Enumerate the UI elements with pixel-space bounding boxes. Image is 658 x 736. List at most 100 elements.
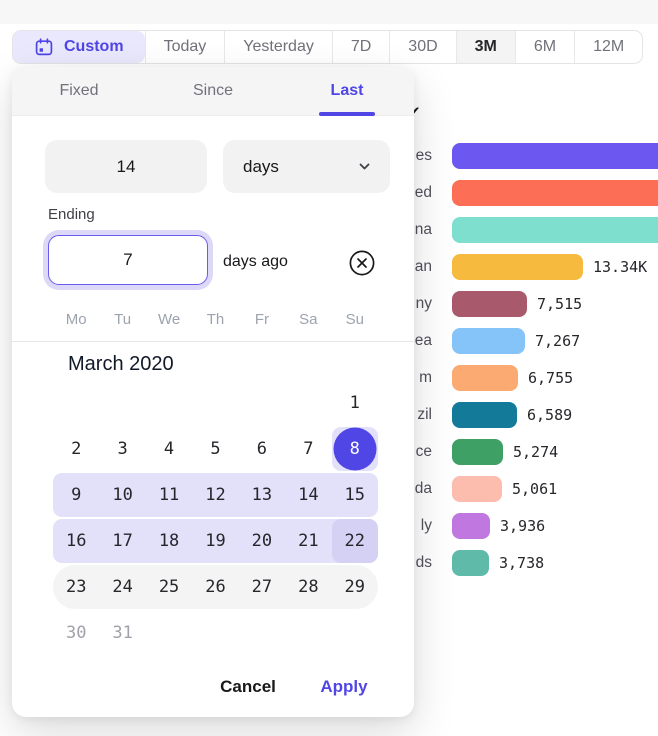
bar-label: ds (415, 554, 432, 571)
day-number: 31 (112, 623, 133, 643)
bar[interactable] (452, 143, 658, 169)
day-5[interactable]: 5 (192, 427, 238, 471)
calendar-week-row: 23 24 25 26 27 28 29 (53, 565, 378, 609)
day-10[interactable]: 10 (99, 473, 145, 517)
bar-label: da (414, 480, 432, 497)
day-21[interactable]: 21 (285, 519, 331, 563)
day-number: 24 (112, 577, 133, 597)
day-25[interactable]: 25 (146, 565, 192, 609)
day-number: 23 (65, 577, 87, 597)
unit-select-value: days (243, 156, 279, 176)
preset-6m[interactable]: 6M (514, 31, 574, 63)
day-19[interactable]: 19 (192, 519, 238, 563)
day-number: 12 (205, 485, 226, 505)
bar[interactable] (452, 254, 583, 280)
day-12[interactable]: 12 (192, 473, 238, 517)
bar-value: 3,738 (499, 554, 545, 572)
bar-label: ce (415, 443, 432, 460)
top-strip (0, 0, 658, 24)
day-24[interactable]: 24 (99, 565, 145, 609)
day-9[interactable]: 9 (53, 473, 99, 517)
calendar-week-row: 2 3 4 5 6 7 8 (53, 427, 378, 471)
calendar-grid: 1 2 3 4 5 6 7 8 9 10 11 12 13 14 15 16 17 18 19 20 21 22 23 24 2… (53, 381, 378, 657)
day-15[interactable]: 15 (332, 473, 378, 517)
day-number: 5 (210, 439, 221, 459)
preset-12m[interactable]: 12M (574, 31, 642, 63)
day-16[interactable]: 16 (53, 519, 99, 563)
day-empty (146, 381, 192, 425)
day-number: 3 (117, 439, 128, 459)
apply-button[interactable]: Apply (299, 676, 389, 698)
day-number: 4 (163, 439, 175, 459)
day-1[interactable]: 1 (332, 381, 378, 425)
bar-label: na (414, 221, 432, 238)
ending-days-input[interactable] (48, 235, 208, 285)
day-29[interactable]: 29 (332, 565, 378, 609)
day-number: 2 (71, 439, 82, 459)
preset-yesterday[interactable]: Yesterday (224, 31, 332, 63)
bar[interactable] (452, 476, 502, 502)
bar-label: ny (415, 295, 432, 312)
preset-7d[interactable]: 7D (331, 31, 389, 63)
day-number: 26 (205, 577, 226, 597)
day-number: 15 (344, 485, 365, 505)
day-28[interactable]: 28 (285, 565, 331, 609)
day-31[interactable]: 31 (99, 611, 145, 655)
day-6[interactable]: 6 (239, 427, 285, 471)
unit-select[interactable]: days (223, 140, 390, 193)
bar-label: es (415, 147, 432, 164)
day-number: 16 (65, 531, 87, 551)
day-3[interactable]: 3 (99, 427, 145, 471)
day-number: 9 (71, 485, 82, 505)
bar[interactable] (452, 328, 525, 354)
bar[interactable] (452, 550, 489, 576)
day-empty (239, 381, 285, 425)
day-number: 19 (205, 531, 226, 551)
bar[interactable] (452, 217, 658, 243)
custom-range-label: Custom (64, 38, 124, 55)
day-23[interactable]: 23 (53, 565, 99, 609)
tab-fixed[interactable]: Fixed (59, 82, 99, 99)
bar-value: 6,589 (527, 406, 573, 424)
day-17[interactable]: 17 (99, 519, 145, 563)
day-8[interactable]: 8 (331, 427, 378, 471)
day-27[interactable]: 27 (239, 565, 285, 609)
day-14[interactable]: 14 (285, 473, 331, 517)
day-18[interactable]: 18 (146, 519, 192, 563)
date-preset-toolbar: Custom Today Yesterday 7D 30D 3M 6M 12M (12, 30, 644, 64)
calendar-week-row: 30 31 (53, 611, 378, 655)
day-22[interactable]: 22 (331, 519, 378, 563)
bar[interactable] (452, 291, 527, 317)
day-empty (285, 381, 331, 425)
day-20[interactable]: 20 (239, 519, 285, 563)
day-30[interactable]: 30 (53, 611, 99, 655)
day-26[interactable]: 26 (192, 565, 238, 609)
day-7[interactable]: 7 (285, 427, 331, 471)
calendar-week-row: 16 17 18 19 20 21 22 (53, 519, 378, 563)
bar-label: ed (414, 184, 432, 201)
tab-last[interactable]: Last (280, 67, 414, 116)
bar[interactable] (452, 439, 503, 465)
bar[interactable] (452, 513, 490, 539)
last-count-input[interactable] (45, 140, 207, 193)
bar[interactable] (452, 180, 658, 206)
day-11[interactable]: 11 (146, 473, 192, 517)
tab-since[interactable]: Since (192, 82, 234, 99)
preset-3m[interactable]: 3M (455, 31, 515, 63)
day-number: 30 (65, 623, 87, 643)
day-empty (239, 611, 285, 655)
day-4[interactable]: 4 (146, 427, 192, 471)
preset-today[interactable]: Today (144, 31, 225, 63)
day-2[interactable]: 2 (53, 427, 99, 471)
bar[interactable] (452, 365, 518, 391)
preset-30d[interactable]: 30D (389, 31, 455, 63)
clear-ending-button[interactable] (348, 249, 376, 277)
cancel-button[interactable]: Cancel (203, 676, 293, 698)
bar-value: 7,515 (537, 295, 583, 313)
weekday-header-row: Mo Tu We Th Fr Sa Su (53, 311, 378, 328)
day-number: 10 (112, 485, 133, 505)
day-13[interactable]: 13 (239, 473, 285, 517)
custom-range-button[interactable]: Custom (13, 31, 145, 63)
day-empty (192, 611, 238, 655)
bar[interactable] (452, 402, 517, 428)
